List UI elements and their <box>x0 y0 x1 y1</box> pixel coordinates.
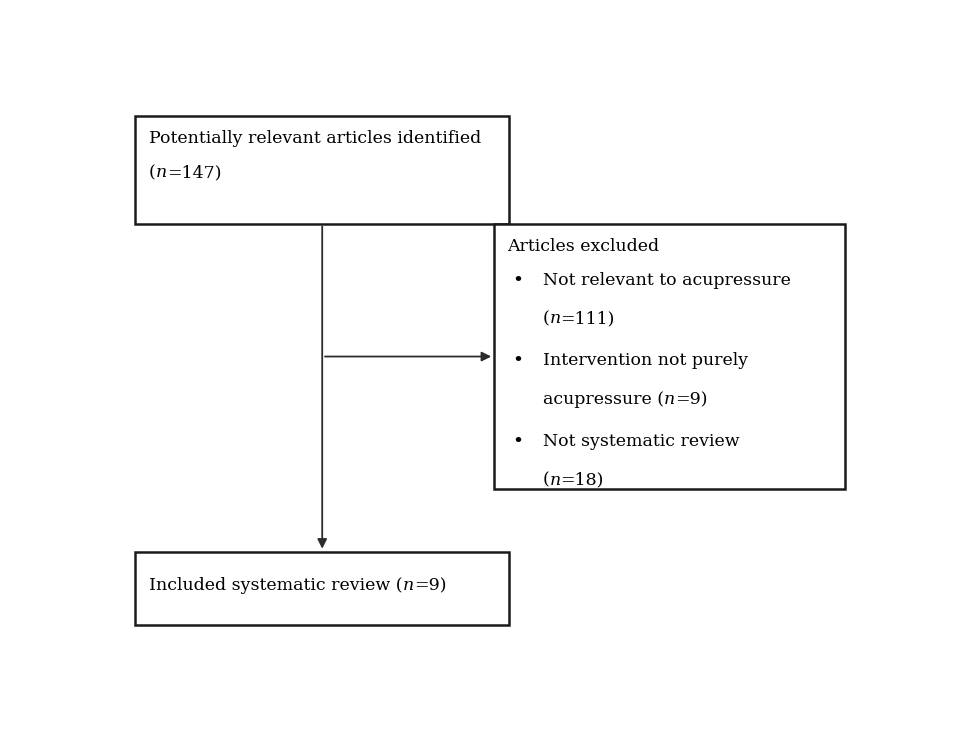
Text: acupressure (: acupressure ( <box>543 391 663 408</box>
FancyBboxPatch shape <box>135 551 509 625</box>
Text: Not systematic review: Not systematic review <box>543 433 739 450</box>
Text: n: n <box>402 577 414 594</box>
Text: (: ( <box>543 310 549 327</box>
Text: Articles excluded: Articles excluded <box>507 238 659 255</box>
Text: Potentially relevant articles identified: Potentially relevant articles identified <box>148 131 481 148</box>
Text: •: • <box>513 352 523 371</box>
Text: n: n <box>549 310 561 327</box>
Text: n: n <box>155 164 167 181</box>
Text: n: n <box>549 472 561 489</box>
FancyBboxPatch shape <box>495 224 845 490</box>
Text: Intervention not purely: Intervention not purely <box>543 352 748 369</box>
Text: Included systematic review (: Included systematic review ( <box>148 577 402 594</box>
Text: =111): =111) <box>561 310 615 327</box>
Text: •: • <box>513 433 523 451</box>
Text: (: ( <box>148 164 155 181</box>
Text: =147): =147) <box>167 164 222 181</box>
Text: Not relevant to acupressure: Not relevant to acupressure <box>543 272 790 288</box>
Text: =9): =9) <box>675 391 708 408</box>
Text: =18): =18) <box>561 472 604 489</box>
Text: •: • <box>513 272 523 290</box>
Text: n: n <box>663 391 675 408</box>
Text: =9): =9) <box>414 577 446 594</box>
FancyBboxPatch shape <box>135 117 509 224</box>
Text: (: ( <box>543 472 549 489</box>
